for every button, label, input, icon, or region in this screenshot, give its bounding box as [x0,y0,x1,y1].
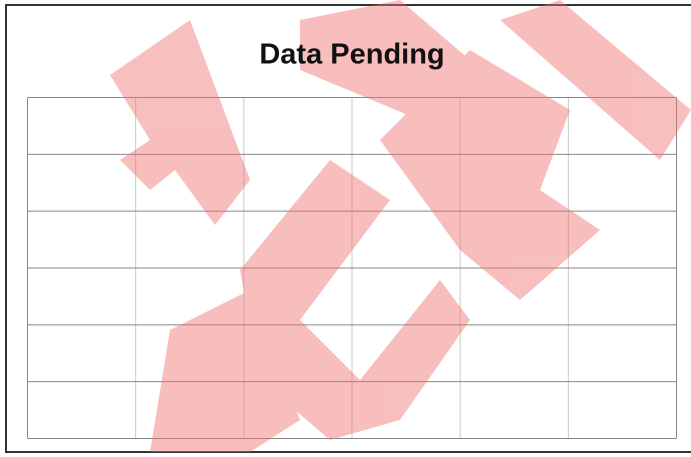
frame [5,4,691,453]
empty-grid [27,97,677,439]
watermark-letter [240,160,470,440]
watermark-letter [110,20,250,225]
watermark-letter [150,290,300,452]
watermark-letter [500,0,691,160]
watermark-letter [300,0,470,120]
watermark-letter [380,50,600,300]
watermark [110,0,691,452]
title: Data Pending [259,39,444,71]
